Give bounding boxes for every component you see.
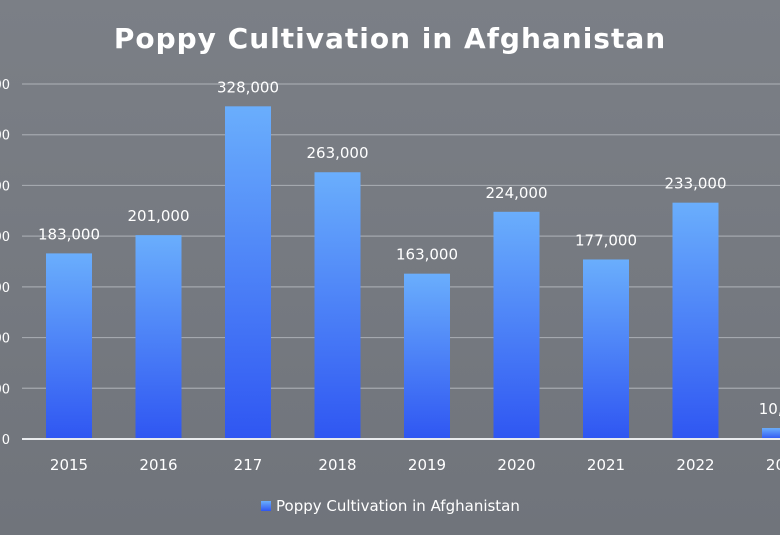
data-label-2022: 233,000 (664, 175, 726, 193)
data-label-2016: 201,000 (127, 207, 189, 225)
bar-2015 (46, 253, 92, 439)
x-tick-label-2021: 2021 (587, 456, 625, 474)
y-tick-label: 150,000 (0, 281, 10, 296)
x-tick-label-2023: 2023 (766, 456, 780, 474)
data-label-2020: 224,000 (485, 184, 547, 202)
bar-2023 (762, 428, 780, 439)
bar-2016 (135, 235, 182, 439)
data-label-2018: 263,000 (306, 144, 368, 162)
y-tick-label: 250,000 (0, 179, 10, 194)
x-tick-label-2018: 2018 (318, 456, 356, 474)
y-tick-label: 50,000 (0, 382, 10, 397)
x-tick-label-2020: 2020 (497, 456, 535, 474)
y-axis-ticks: 0 50,000 100,000 150,000 200,000 250,000 300,0… (0, 78, 10, 448)
bar-2018 (314, 172, 361, 439)
data-labels: 183,000 201,000 328,000 263,000 163,000 224,0… (38, 78, 780, 418)
bar-217 (225, 106, 271, 440)
data-label-217: 328,000 (217, 78, 279, 96)
y-tick-label: 200,000 (0, 230, 10, 245)
y-tick-label: 350,000 (0, 78, 10, 93)
x-tick-label-2015: 2015 (50, 456, 88, 474)
data-label-2021: 177,000 (575, 231, 637, 249)
x-tick-label-2016: 2016 (139, 456, 177, 474)
y-tick-label: 0 (2, 433, 10, 448)
chart-title: Poppy Cultivation in Afghanistan (114, 22, 666, 55)
bar-2022 (672, 202, 719, 439)
y-tick-label: 100,000 (0, 332, 10, 347)
x-tick-label-2019: 2019 (408, 456, 446, 474)
data-label-2019: 163,000 (396, 246, 458, 264)
bars (46, 106, 780, 440)
x-tick-label-2022: 2022 (676, 456, 714, 474)
legend: Poppy Cultivation in Afghanistan (261, 497, 520, 515)
legend-label: Poppy Cultivation in Afghanistan (276, 497, 520, 515)
bar-2021 (583, 259, 629, 439)
data-label-2023: 10,800 (759, 400, 780, 418)
y-tick-label: 300,000 (0, 129, 10, 144)
bar-2019 (404, 273, 450, 439)
legend-swatch (261, 501, 271, 511)
bar-2020 (493, 211, 540, 439)
x-axis-ticks: 2015 2016 217 2018 2019 2020 2021 2022 2023 (50, 456, 780, 474)
data-label-2015: 183,000 (38, 225, 100, 243)
x-tick-label-217: 217 (234, 456, 263, 474)
